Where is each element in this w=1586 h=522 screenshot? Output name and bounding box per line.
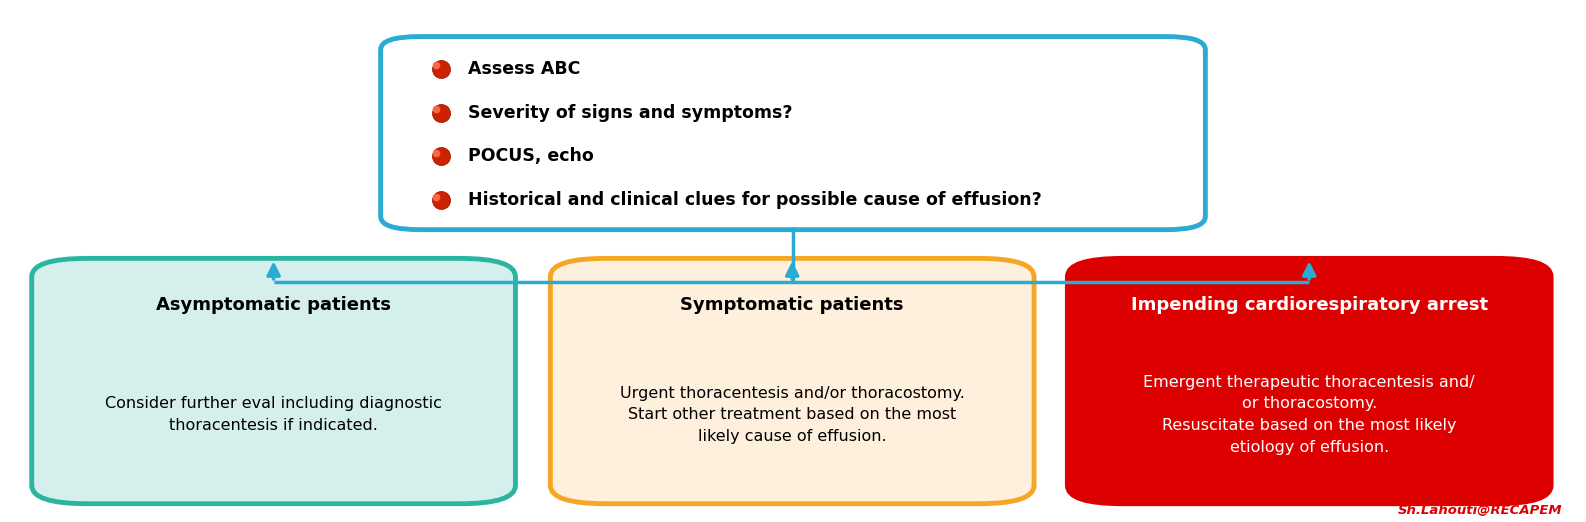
FancyBboxPatch shape bbox=[381, 37, 1205, 230]
Text: Consider further eval including diagnostic
thoracentesis if indicated.: Consider further eval including diagnost… bbox=[105, 396, 442, 433]
Text: Urgent thoracentesis and/or thoracostomy.
Start other treatment based on the mos: Urgent thoracentesis and/or thoracostomy… bbox=[620, 386, 964, 444]
Text: Symptomatic patients: Symptomatic patients bbox=[680, 296, 904, 314]
FancyBboxPatch shape bbox=[550, 258, 1034, 504]
Text: Impending cardiorespiratory arrest: Impending cardiorespiratory arrest bbox=[1131, 296, 1488, 314]
Text: Emergent therapeutic thoracentesis and/
or thoracostomy.
Resuscitate based on th: Emergent therapeutic thoracentesis and/ … bbox=[1144, 375, 1475, 455]
Text: POCUS, echo: POCUS, echo bbox=[468, 147, 593, 165]
Text: Asymptomatic patients: Asymptomatic patients bbox=[155, 296, 392, 314]
Text: Assess ABC: Assess ABC bbox=[468, 60, 580, 78]
Text: Sh.Lahouti@RECAPEM: Sh.Lahouti@RECAPEM bbox=[1397, 504, 1562, 517]
Text: Historical and clinical clues for possible cause of effusion?: Historical and clinical clues for possib… bbox=[468, 191, 1042, 209]
Text: Severity of signs and symptoms?: Severity of signs and symptoms? bbox=[468, 104, 793, 122]
FancyBboxPatch shape bbox=[1067, 258, 1551, 504]
FancyBboxPatch shape bbox=[32, 258, 515, 504]
